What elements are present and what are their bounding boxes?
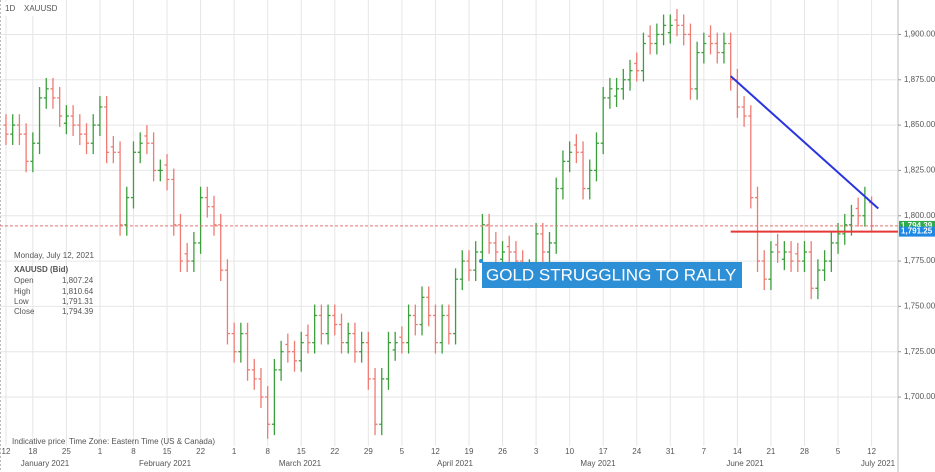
x-tick-label: 22: [330, 447, 339, 456]
info-date: Monday, July 12, 2021: [14, 251, 94, 260]
x-tick-label: 19: [465, 447, 474, 456]
x-tick-label: 17: [599, 447, 608, 456]
x-tick-label: 8: [265, 447, 270, 456]
info-label: Open: [14, 276, 34, 285]
x-tick-label: 8: [131, 447, 136, 456]
y-tick-label: 1,800.00: [904, 211, 935, 220]
info-value: 1,791.31: [62, 297, 94, 306]
interval: 1D: [5, 4, 15, 13]
x-tick-label: 29: [364, 447, 373, 456]
y-tick-label: 1,725.00: [904, 347, 935, 356]
x-tick-label: 22: [196, 447, 205, 456]
symbol: XAUUSD: [24, 4, 58, 13]
info-label: High: [14, 287, 30, 296]
annotation-text: GOLD STRUGGLING TO RALLY: [486, 265, 736, 284]
x-tick-label: 14: [733, 447, 742, 456]
info-label: Low: [14, 297, 29, 306]
month-label: March 2021: [279, 459, 322, 468]
price-tag-label: 1,794.39: [901, 221, 933, 230]
info-value: 1,794.39: [62, 307, 94, 316]
y-tick-label: 1,825.00: [904, 166, 935, 175]
footer-timezone: Time Zone: Eastern Time (US & Canada): [69, 437, 215, 446]
footer-note: Indicative price: [12, 437, 66, 446]
y-tick-label: 1,875.00: [904, 75, 935, 84]
x-tick-label: 15: [297, 447, 306, 456]
x-tick-label: 1: [98, 447, 103, 456]
x-tick-label: 15: [163, 447, 172, 456]
month-label: May 2021: [580, 459, 616, 468]
y-tick-label: 1,850.00: [904, 120, 935, 129]
info-label: Close: [14, 307, 35, 316]
y-tick-label: 1,900.00: [904, 30, 935, 39]
info-value: 1,810.64: [62, 287, 94, 296]
x-tick-label: 28: [800, 447, 809, 456]
x-tick-label: 18: [28, 447, 37, 456]
x-tick-label: 24: [632, 447, 641, 456]
y-tick-label: 1,775.00: [904, 256, 935, 265]
x-tick-label: 26: [498, 447, 507, 456]
x-tick-label: 25: [62, 447, 71, 456]
month-label: January 2021: [21, 459, 70, 468]
price-tag: [899, 226, 935, 237]
price-tag-label: 1,791.25: [901, 227, 933, 236]
x-tick-label: 7: [702, 447, 707, 456]
x-tick-label: 3: [534, 447, 539, 456]
price-tag: [899, 220, 935, 231]
x-tick-label: 12: [867, 447, 876, 456]
header-bg: [2, 2, 64, 16]
annotation: GOLD STRUGGLING TO RALLY: [479, 259, 742, 288]
month-label: April 2021: [437, 459, 474, 468]
x-tick-label: 5: [836, 447, 841, 456]
month-label: July 2021: [861, 459, 896, 468]
info-value: 1,807.24: [62, 276, 94, 285]
x-tick-label: 21: [766, 447, 775, 456]
annotation-box: [482, 262, 742, 288]
x-tick-label: 1: [232, 447, 237, 456]
info-panel: Monday, July 12, 2021 XAUUSD (Bid) Open …: [14, 251, 94, 316]
x-tick-label: 5: [400, 447, 405, 456]
x-tick-label: 31: [666, 447, 675, 456]
month-label: February 2021: [139, 459, 192, 468]
x-tick-label: 12: [2, 447, 11, 456]
y-tick-label: 1,700.00: [904, 392, 935, 401]
x-tick-label: 10: [565, 447, 574, 456]
y-tick-label: 1,750.00: [904, 302, 935, 311]
x-tick-label: 12: [431, 447, 440, 456]
info-symbol: XAUUSD (Bid): [14, 265, 69, 274]
trendline: [730, 75, 879, 210]
month-label: June 2021: [726, 459, 764, 468]
